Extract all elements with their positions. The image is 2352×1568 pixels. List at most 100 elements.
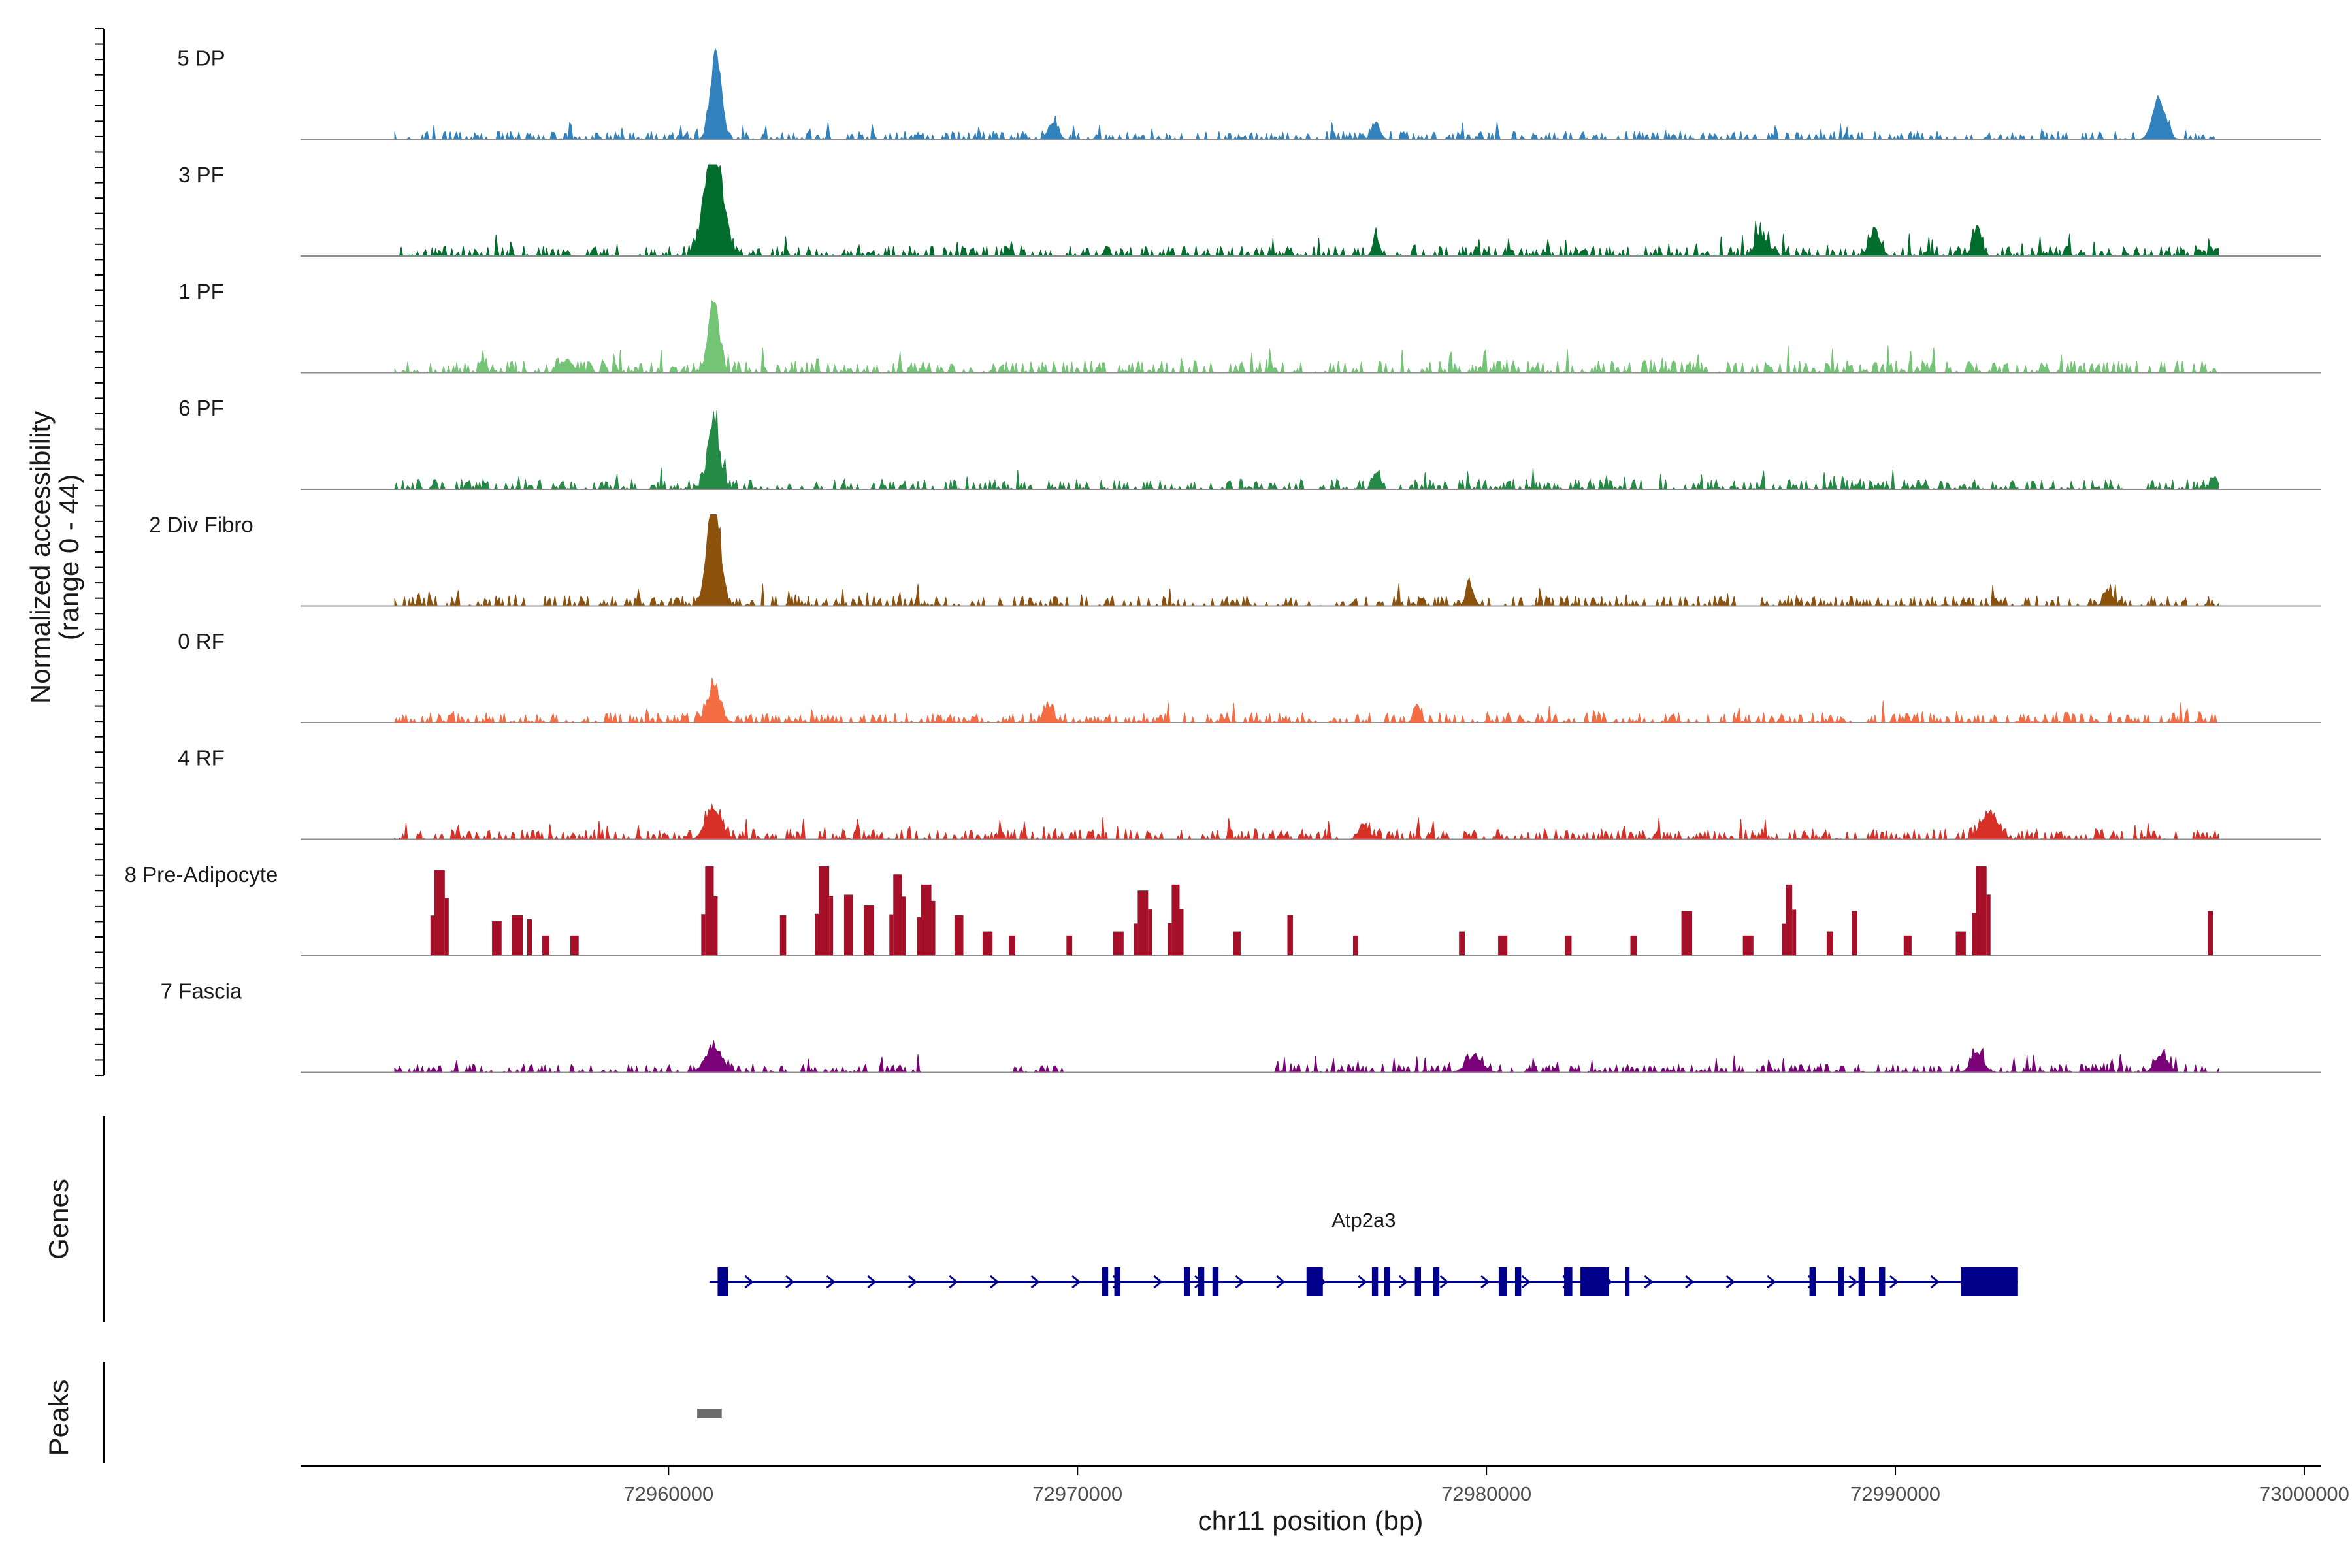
coverage-bar: [512, 915, 523, 956]
x-tick-label: 72980000: [1441, 1482, 1531, 1505]
coverage-bar: [864, 905, 874, 956]
coverage-bar: [1681, 911, 1693, 956]
track-label: 2 Div Fibro: [149, 513, 253, 537]
gene-exon: [1414, 1267, 1421, 1296]
track: 7 Fascia: [161, 979, 2321, 1074]
strand-arrow: [1521, 1275, 1531, 1289]
track-label: 6 PF: [178, 396, 224, 420]
peak-panel: [697, 1409, 722, 1418]
coverage-bar: [902, 896, 906, 956]
coverage-bar: [1113, 931, 1124, 956]
coverage-bar: [1852, 911, 1857, 956]
coverage-bar: [843, 894, 853, 956]
coverage-bar: [1826, 931, 1833, 956]
coverage-bar: [542, 935, 550, 956]
coverage-bar: [1565, 935, 1572, 956]
coverage-bar: [779, 915, 787, 956]
coverage-bar: [1742, 935, 1754, 956]
strand-arrow: [867, 1275, 877, 1289]
coverage-bar: [1498, 935, 1508, 956]
coverage-bar: [921, 884, 932, 956]
track-label: 5 DP: [177, 46, 225, 71]
coverage-bar: [1972, 913, 1976, 956]
x-tick-label: 73000000: [2259, 1482, 2349, 1505]
gene-exon: [1564, 1267, 1573, 1296]
gene-exon: [1198, 1267, 1205, 1296]
left-axes: [95, 28, 105, 1463]
track-label: 0 RF: [178, 629, 225, 653]
gene-exon: [1961, 1267, 2018, 1296]
coverage-bar: [829, 896, 834, 956]
coverage-bar: [815, 913, 819, 956]
genes-panel-title: Genes: [43, 1179, 74, 1260]
strand-arrow: [1767, 1275, 1776, 1289]
strand-arrow: [1153, 1275, 1163, 1289]
track: 3 PF: [178, 163, 2321, 257]
strand-arrow: [1685, 1275, 1695, 1289]
y-axis-title: Normalized accessibility: [25, 411, 56, 704]
coverage-tracks: 5 DP 3 PF 1 PF 6 PF 2 Div Fibro 0 RF 4 RF 8 Pre…: [125, 46, 2321, 1074]
gene-label: Atp2a3: [1331, 1209, 1396, 1232]
x-axis-title: chr11 position (bp): [1198, 1505, 1424, 1536]
gene-exon: [1809, 1267, 1816, 1296]
coverage-area: [394, 47, 2219, 141]
strand-arrow: [1030, 1275, 1041, 1289]
track-label: 3 PF: [178, 163, 224, 187]
coverage-bar: [982, 931, 993, 956]
coverage-bar: [1287, 915, 1293, 956]
coverage-bar: [492, 921, 502, 956]
gene-exon: [717, 1267, 728, 1296]
coverage-bar: [1353, 935, 1358, 956]
track: 1 PF: [178, 280, 2321, 374]
strand-arrow: [1480, 1275, 1490, 1289]
gene-exon: [1858, 1267, 1865, 1296]
strand-arrow: [1358, 1275, 1367, 1289]
track: 5 DP: [177, 46, 2321, 141]
coverage-bar: [1066, 935, 1073, 956]
x-axis: 72960000 72970000 72980000 72990000 73000000: [301, 1465, 2349, 1505]
track: 0 RF: [178, 629, 2321, 724]
coverage-bar: [1009, 935, 1016, 956]
coverage-bar: [1976, 866, 1987, 956]
strand-arrow: [785, 1275, 795, 1289]
coverage-bar: [430, 915, 434, 956]
gene-exon: [1183, 1267, 1190, 1296]
coverage-bar: [1630, 935, 1637, 956]
gene-exon: [1306, 1267, 1323, 1296]
coverage-bar: [705, 866, 714, 956]
gene-exon: [1879, 1267, 1886, 1296]
track: 4 RF: [178, 746, 2321, 841]
strand-arrow: [990, 1275, 1000, 1289]
y-axis-range: (range 0 - 44): [54, 474, 84, 640]
gene-exon: [1838, 1267, 1844, 1296]
gene-exon: [1498, 1267, 1507, 1296]
coverage-bar: [713, 896, 718, 956]
strand-arrow: [1276, 1275, 1286, 1289]
coverage-bar: [1168, 923, 1172, 956]
gene-exon: [1433, 1267, 1440, 1296]
gene-exon: [1625, 1267, 1630, 1296]
strand-arrow: [1930, 1275, 1940, 1289]
strand-arrow: [1848, 1275, 1858, 1289]
x-tick-label: 72960000: [623, 1482, 713, 1505]
coverage-bar: [1786, 884, 1793, 956]
gene-exon: [1114, 1267, 1120, 1296]
coverage-bar: [444, 898, 449, 956]
strand-arrow: [1644, 1275, 1654, 1289]
coverage-area: [394, 1040, 2219, 1074]
strand-arrow: [1071, 1275, 1081, 1289]
strand-arrow: [1235, 1275, 1245, 1289]
peaks-panel-title: Peaks: [43, 1380, 74, 1456]
track: 8 Pre-Adipocyte: [125, 862, 2321, 956]
peak-region: [697, 1409, 722, 1418]
strand-arrow: [826, 1275, 836, 1289]
track-label: 4 RF: [178, 746, 225, 770]
gene-exon: [1102, 1267, 1109, 1296]
strand-arrow: [1725, 1275, 1736, 1289]
coverage-bar: [819, 866, 830, 956]
coverage-bar: [1986, 894, 1991, 956]
coverage-bar: [570, 935, 579, 956]
coverage-bar: [1903, 935, 1912, 956]
